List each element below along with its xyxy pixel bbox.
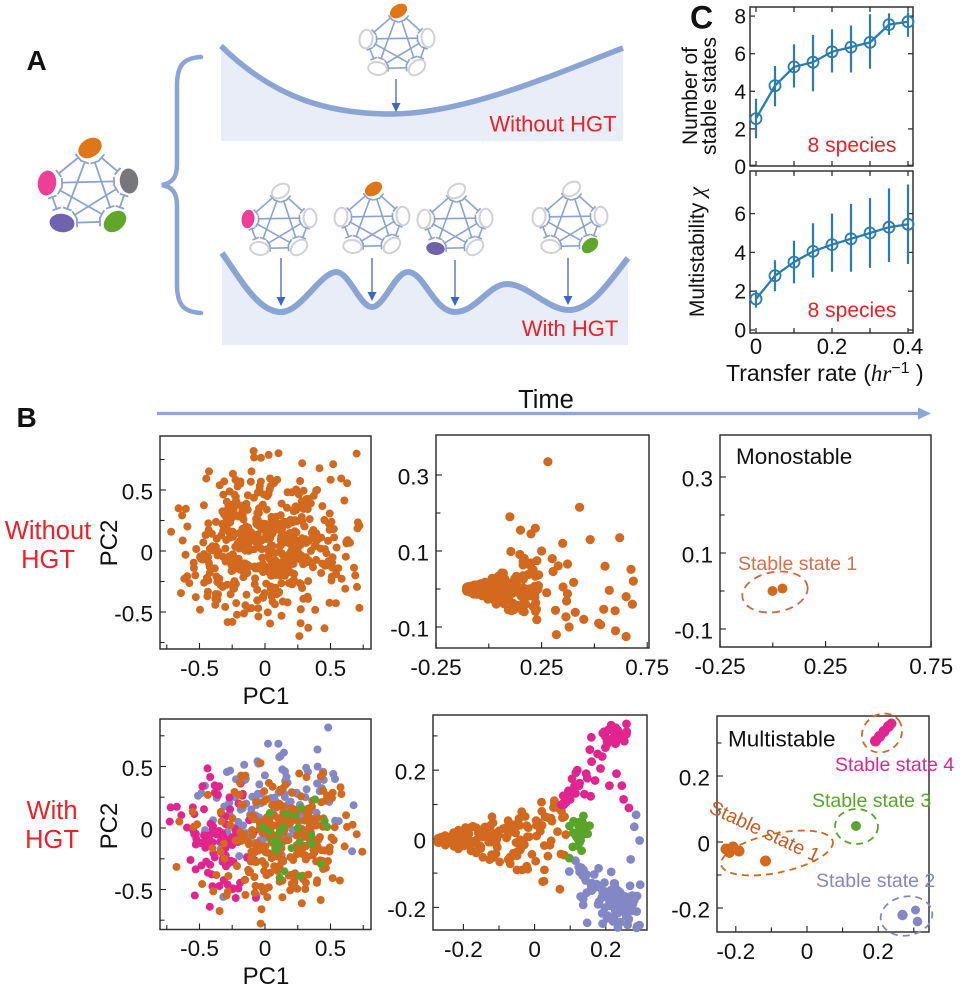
svg-text:Multistable: Multistable <box>728 727 836 752</box>
svg-text:HGT: HGT <box>21 546 75 574</box>
svg-text:0.3: 0.3 <box>682 467 713 492</box>
svg-text:8 species: 8 species <box>808 299 897 322</box>
svg-text:With HGT: With HGT <box>522 316 619 341</box>
svg-text:Stable state 3: Stable state 3 <box>812 790 931 812</box>
svg-text:2: 2 <box>734 118 746 141</box>
svg-text:Monostable: Monostable <box>736 444 852 469</box>
svg-text:-0.5: -0.5 <box>180 936 219 961</box>
svg-text:0: 0 <box>259 656 272 681</box>
svg-text:0.75: 0.75 <box>625 655 669 680</box>
svg-text:6: 6 <box>734 43 746 66</box>
svg-text:0: 0 <box>750 334 762 359</box>
svg-text:0.1: 0.1 <box>682 543 713 568</box>
svg-text:A: A <box>27 45 47 76</box>
svg-text:0.5: 0.5 <box>122 480 153 505</box>
svg-text:Time: Time <box>518 386 574 414</box>
svg-text:-0.25: -0.25 <box>410 655 461 680</box>
svg-text:-0.2: -0.2 <box>444 937 483 962</box>
svg-text:-0.1: -0.1 <box>390 617 429 642</box>
svg-text:-0.1: -0.1 <box>674 619 713 644</box>
svg-text:-0.5: -0.5 <box>180 656 219 681</box>
svg-text:C: C <box>690 0 713 36</box>
svg-text:0.75: 0.75 <box>909 654 953 679</box>
svg-text:0.2: 0.2 <box>590 937 621 962</box>
svg-text:Without: Without <box>5 517 91 545</box>
svg-text:Multistability χ: Multistability χ <box>684 186 709 317</box>
svg-text:0.3: 0.3 <box>398 465 429 490</box>
svg-text:0.25: 0.25 <box>804 654 848 679</box>
svg-text:0: 0 <box>734 156 746 179</box>
svg-text:-0.25: -0.25 <box>694 654 745 679</box>
svg-text:HGT: HGT <box>25 826 79 854</box>
svg-text:6: 6 <box>734 203 746 226</box>
svg-text:-0.5: -0.5 <box>114 879 153 904</box>
svg-text:Number of: Number of <box>679 47 702 145</box>
svg-text:8: 8 <box>734 6 746 29</box>
svg-text:-0.2: -0.2 <box>671 898 710 923</box>
svg-text:0: 0 <box>140 818 153 843</box>
svg-text:0.4: 0.4 <box>893 334 924 359</box>
svg-text:0: 0 <box>801 939 814 964</box>
svg-text:0: 0 <box>259 936 272 961</box>
svg-text:0.2: 0.2 <box>863 939 894 964</box>
svg-text:0.2: 0.2 <box>679 766 710 791</box>
svg-text:0.2: 0.2 <box>817 334 848 359</box>
svg-text:Without HGT: Without HGT <box>489 112 616 137</box>
svg-text:PC2: PC2 <box>96 803 123 850</box>
svg-text:B: B <box>17 402 37 433</box>
svg-text:Transfer rate (hr−1 ): Transfer rate (hr−1 ) <box>726 360 924 386</box>
svg-text:0: 0 <box>140 541 153 566</box>
svg-text:4: 4 <box>734 242 746 265</box>
svg-text:With: With <box>27 797 78 825</box>
svg-text:-0.2: -0.2 <box>387 897 426 922</box>
svg-text:PC2: PC2 <box>96 520 123 567</box>
svg-text:0.25: 0.25 <box>520 655 564 680</box>
svg-text:Stable state 1: Stable state 1 <box>738 553 857 575</box>
svg-text:0.2: 0.2 <box>395 760 426 785</box>
svg-text:8 species: 8 species <box>808 134 897 157</box>
svg-text:0: 0 <box>734 320 746 343</box>
svg-text:0.1: 0.1 <box>398 541 429 566</box>
svg-text:0: 0 <box>697 832 710 857</box>
svg-text:Stable state 2: Stable state 2 <box>816 870 935 892</box>
svg-text:stable states: stable states <box>698 37 721 155</box>
svg-text:PC1: PC1 <box>243 683 290 710</box>
svg-text:-0.5: -0.5 <box>114 602 153 627</box>
svg-text:-0.2: -0.2 <box>716 939 755 964</box>
svg-text:Stable state 4: Stable state 4 <box>835 754 954 776</box>
svg-text:0: 0 <box>528 937 541 962</box>
svg-text:2: 2 <box>734 281 746 304</box>
svg-text:4: 4 <box>734 81 746 104</box>
svg-text:0.5: 0.5 <box>315 936 346 961</box>
svg-text:0.5: 0.5 <box>315 656 346 681</box>
svg-text:0: 0 <box>413 828 426 853</box>
svg-text:0.5: 0.5 <box>122 756 153 781</box>
svg-text:PC1: PC1 <box>243 963 290 990</box>
